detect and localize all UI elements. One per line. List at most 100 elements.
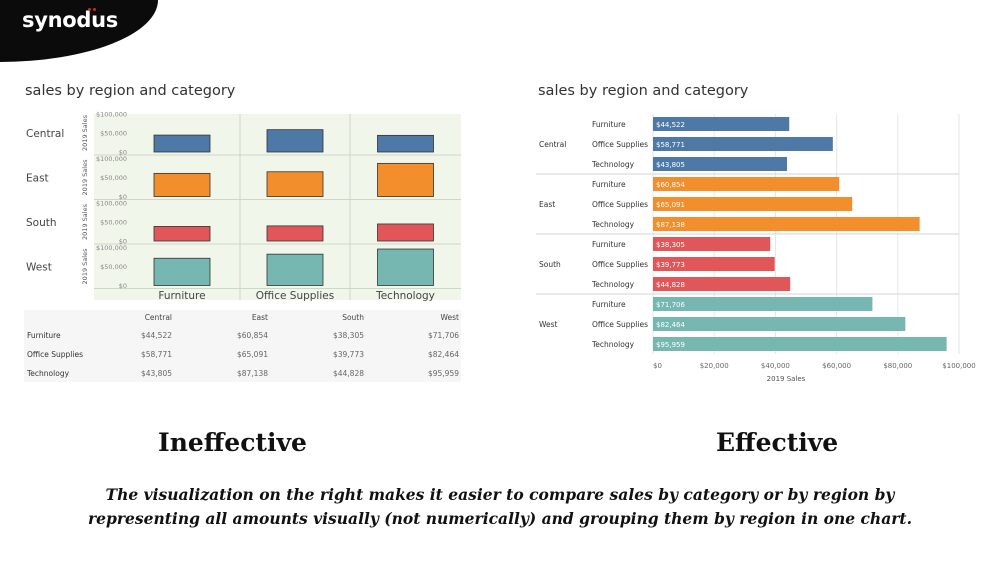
bar-east-office-supplies (266, 171, 324, 197)
table-cell: $87,138 (237, 369, 268, 378)
y-axis-label: 2019 Sales (81, 159, 89, 196)
bar-west-technology (377, 248, 434, 286)
table-cell: $43,805 (141, 369, 172, 378)
bar-east-furniture (153, 172, 211, 197)
bar-central-furniture (153, 134, 211, 153)
category-label-office-supplies: Office Supplies (592, 260, 648, 269)
bar-south-office-supplies (653, 257, 775, 271)
table-row-label-technology: Technology (26, 369, 70, 378)
y-tick-label: $50,000 (100, 174, 127, 182)
x-axis-label: 2019 Sales (767, 375, 806, 383)
y-tick-label: $100,000 (96, 200, 127, 208)
category-label-office-supplies: Office Supplies (592, 320, 648, 329)
bar-west-office-supplies (266, 253, 324, 286)
category-label-furniture: Furniture (592, 240, 626, 249)
right-chart: Central Furniture $44,522 Office Supplies $5… (536, 114, 976, 383)
x-tick-label: $0 (653, 362, 662, 370)
bar-south-technology (653, 277, 791, 291)
bar-south-furniture (153, 226, 211, 242)
left-chart: Central 2019 Sales $100,000 $50,000 $0 East 20… (24, 111, 461, 382)
category-label-office-supplies: Office Supplies (256, 290, 334, 302)
left-chart-title: sales by region and category (25, 83, 236, 99)
logo-accent-dots (88, 8, 98, 12)
bar-value-label: $60,854 (656, 181, 685, 189)
bar-value-label: $87,138 (656, 221, 685, 229)
category-label-office-supplies: Office Supplies (592, 200, 648, 209)
category-label-technology: Technology (591, 280, 635, 289)
region-label-east: East (539, 200, 555, 209)
bar-west-office-supplies (653, 317, 906, 331)
description-line-1: The visualization on the right makes it … (105, 485, 895, 504)
table-cell: $44,522 (141, 331, 172, 340)
bar-central-technology (377, 134, 434, 153)
bar-value-label: $71,706 (656, 301, 685, 309)
category-label-furniture: Furniture (592, 120, 626, 129)
category-label-furniture: Furniture (592, 180, 626, 189)
table-header-central: Central (145, 313, 172, 322)
bar-central-technology (653, 157, 788, 171)
table-cell: $58,771 (141, 350, 172, 359)
table-cell: $39,773 (333, 350, 364, 359)
bar-value-label: $82,464 (656, 321, 685, 329)
table-cell: $82,464 (428, 350, 459, 359)
x-tick-label: $60,000 (822, 362, 851, 370)
bar-west-furniture (653, 297, 873, 311)
y-tick-label: $0 (119, 238, 127, 246)
region-label-west: West (539, 320, 557, 329)
y-tick-label: $50,000 (100, 219, 127, 227)
table-row-label-furniture: Furniture (27, 331, 61, 340)
y-tick-label: $50,000 (100, 263, 127, 271)
table-header-east: East (252, 313, 268, 322)
category-label-furniture: Furniture (592, 300, 626, 309)
x-tick-label: $40,000 (761, 362, 790, 370)
table-cell: $71,706 (428, 331, 459, 340)
table-cell: $44,828 (333, 369, 364, 378)
region-label-south: South (26, 217, 57, 229)
bar-central-office-supplies (266, 129, 324, 153)
right-chart-title: sales by region and category (538, 83, 749, 99)
bar-south-furniture (653, 237, 771, 251)
bar-value-label: $39,773 (656, 261, 685, 269)
bar-south-office-supplies (266, 225, 324, 242)
bar-east-technology (653, 217, 920, 231)
table-row-label-office-supplies: Office Supplies (27, 350, 83, 359)
bar-west-furniture (153, 257, 211, 286)
table-background (24, 310, 461, 382)
region-label-central: Central (26, 128, 64, 140)
bar-east-technology (377, 162, 434, 197)
region-label-south: South (539, 260, 561, 269)
region-label-east: East (26, 173, 49, 185)
y-tick-label: $0 (119, 149, 127, 157)
left-caption: Ineffective (158, 428, 307, 457)
category-label-technology: Technology (591, 220, 635, 229)
y-tick-label: $0 (119, 282, 127, 290)
category-label-technology: Technology (375, 290, 435, 302)
bar-value-label: $43,805 (656, 161, 685, 169)
table-header-west: West (441, 313, 459, 322)
x-tick-label: $20,000 (700, 362, 729, 370)
bar-west-technology (653, 337, 947, 351)
category-label-technology: Technology (591, 340, 635, 349)
y-axis-label: 2019 Sales (81, 248, 89, 285)
y-tick-label: $100,000 (96, 155, 127, 163)
description-line-2: representing all amounts visually (not n… (88, 509, 912, 528)
x-tick-label: $80,000 (883, 362, 912, 370)
bar-east-office-supplies (653, 197, 853, 211)
table-cell: $95,959 (428, 369, 459, 378)
y-tick-label: $100,000 (96, 244, 127, 252)
y-tick-label: $0 (119, 193, 127, 201)
table-header-south: South (342, 313, 364, 322)
right-caption: Effective (716, 428, 839, 457)
bar-value-label: $38,305 (656, 241, 685, 249)
region-label-central: Central (539, 140, 566, 149)
bar-east-furniture (653, 177, 840, 191)
category-label-technology: Technology (591, 160, 635, 169)
brand-logo: synodus (22, 8, 118, 32)
bar-value-label: $65,091 (656, 201, 685, 209)
region-label-west: West (26, 262, 52, 274)
y-tick-label: $100,000 (96, 111, 127, 119)
x-tick-label: $100,000 (942, 362, 975, 370)
bar-central-furniture (653, 117, 790, 131)
y-axis-label: 2019 Sales (81, 114, 89, 151)
table-cell: $60,854 (237, 331, 268, 340)
